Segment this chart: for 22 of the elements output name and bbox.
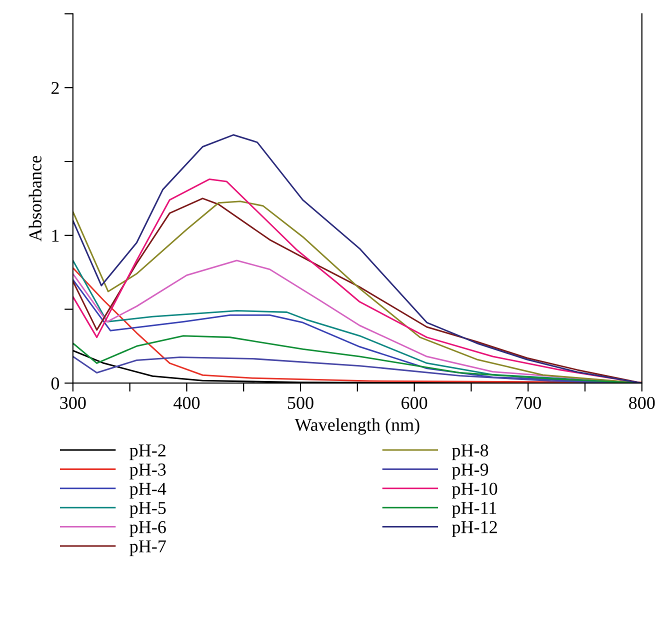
y-tick-label: 0 bbox=[51, 377, 60, 390]
legend-label: pH-6 bbox=[130, 521, 166, 537]
legend-label: pH-10 bbox=[452, 482, 498, 499]
legend-label: pH-8 bbox=[452, 444, 488, 460]
x-tick-label: 500 bbox=[288, 396, 314, 410]
legend-label: pH-12 bbox=[452, 521, 497, 537]
legend-label: pH-4 bbox=[130, 482, 166, 499]
x-axis-title: Wavelength (nm) bbox=[294, 418, 420, 435]
x-tick-label: 800 bbox=[629, 396, 655, 410]
x-tick-label: 400 bbox=[174, 396, 200, 410]
legend-label: pH-9 bbox=[452, 464, 488, 480]
legend-label: pH-2 bbox=[130, 444, 166, 460]
legend-label: pH-3 bbox=[130, 464, 166, 480]
y-axis-title: Absorbance bbox=[28, 156, 42, 242]
x-tick-label: 600 bbox=[402, 396, 428, 410]
legend-label: pH-7 bbox=[130, 540, 166, 556]
legend-label: pH-5 bbox=[130, 502, 166, 518]
x-tick-label: 300 bbox=[60, 396, 86, 410]
legend-label: pH-11 bbox=[452, 502, 496, 518]
x-tick-label: 700 bbox=[516, 396, 541, 410]
y-tick-label: 2 bbox=[52, 82, 59, 94]
y-tick-label: 1 bbox=[52, 230, 59, 242]
